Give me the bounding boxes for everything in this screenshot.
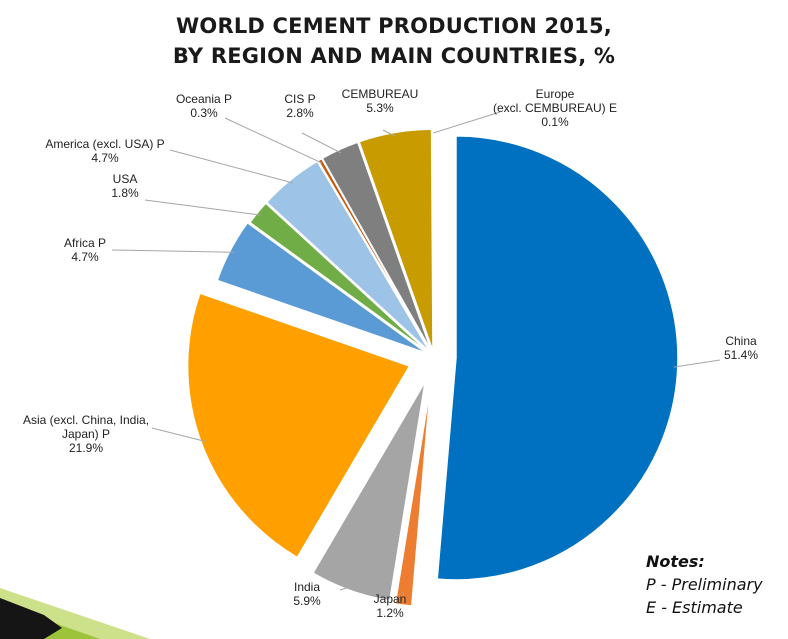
leader-line bbox=[301, 132, 342, 154]
leader-line bbox=[111, 249, 234, 253]
pie-slice-usa bbox=[248, 202, 430, 354]
slice-label: CEMBUREAU 5.3% bbox=[342, 87, 419, 115]
pie-slice-cis-p bbox=[321, 141, 433, 352]
leader-line bbox=[224, 117, 323, 164]
leader-line bbox=[433, 111, 501, 134]
slice-label: India 5.9% bbox=[293, 580, 321, 608]
pie-slice-japan bbox=[394, 384, 432, 607]
pie-slice-cembureau bbox=[358, 128, 434, 352]
leader-line bbox=[339, 586, 352, 591]
chart-title-line2: BY REGION AND MAIN COUNTRIES, % bbox=[172, 44, 616, 68]
slice-label: Japan 1.2% bbox=[374, 592, 407, 620]
slice-label: Africa P 4.7% bbox=[64, 236, 106, 264]
slice-label: USA 1.8% bbox=[111, 172, 139, 200]
pie-slice-africa-p bbox=[216, 221, 428, 355]
slice-label: Oceania P 0.3% bbox=[176, 92, 232, 120]
notes-box: Notes: P - Preliminary E - Estimate bbox=[646, 550, 763, 619]
slice-label: China 51.4% bbox=[724, 334, 758, 362]
leader-line bbox=[144, 199, 261, 216]
slice-label: Europe (excl. CEMBUREAU) E 0.1% bbox=[493, 87, 617, 129]
leader-line bbox=[673, 359, 721, 368]
notes-heading: Notes: bbox=[646, 552, 705, 571]
slice-label: Asia (excl. China, India, Japan) P 21.9% bbox=[23, 413, 149, 455]
leader-line bbox=[402, 591, 405, 602]
pie-slice-europe bbox=[431, 128, 435, 352]
pie-slice-china bbox=[436, 135, 679, 581]
chart-title-line1: WORLD CEMENT PRODUCTION 2015, bbox=[176, 14, 612, 38]
leader-line bbox=[151, 427, 206, 442]
slice-label: America (excl. USA) P 4.7% bbox=[45, 137, 164, 165]
leader-line bbox=[382, 129, 396, 137]
leader-line bbox=[169, 149, 294, 184]
slice-label: CIS P 2.8% bbox=[284, 92, 315, 120]
notes-line-estimate: E - Estimate bbox=[646, 598, 743, 617]
notes-line-preliminary: P - Preliminary bbox=[646, 575, 763, 594]
pie-slice-asia-excl-china-india bbox=[186, 292, 411, 559]
pie-slice-india bbox=[311, 381, 426, 602]
